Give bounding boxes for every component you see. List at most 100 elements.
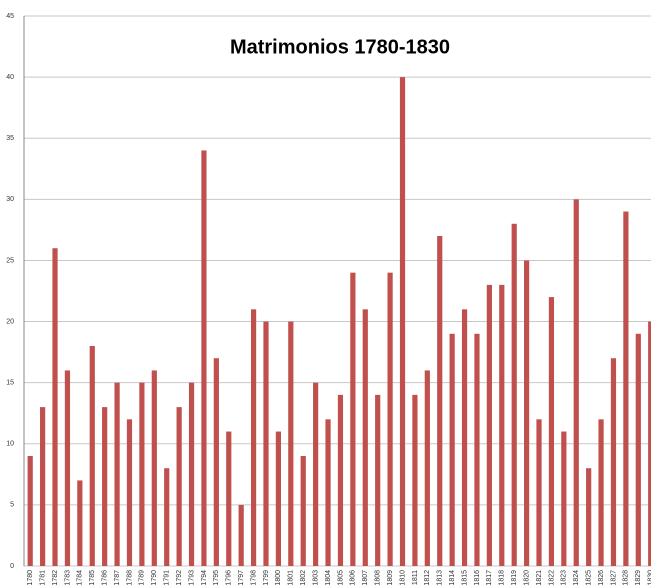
y-tick-label: 45 bbox=[6, 13, 14, 20]
bar bbox=[449, 333, 455, 566]
bar bbox=[250, 309, 257, 566]
x-tick-label: 1787 bbox=[114, 570, 121, 586]
x-tick-label: 1802 bbox=[300, 570, 307, 586]
x-tick-label: 1799 bbox=[263, 570, 270, 586]
x-tick-label: 1826 bbox=[598, 570, 605, 586]
x-tick-label: 1782 bbox=[52, 570, 59, 586]
x-tick-label: 1801 bbox=[288, 570, 295, 586]
bar bbox=[586, 468, 592, 566]
x-tick-label: 1816 bbox=[474, 570, 481, 586]
bar bbox=[399, 77, 406, 566]
y-tick-label: 5 bbox=[10, 502, 14, 509]
bar bbox=[64, 370, 71, 566]
bar bbox=[325, 419, 331, 566]
x-tick-label: 1815 bbox=[461, 570, 468, 586]
x-tick-label: 1800 bbox=[275, 570, 282, 586]
x-tick-label: 1805 bbox=[337, 570, 344, 586]
bar bbox=[77, 480, 83, 566]
x-tick-label: 1810 bbox=[399, 570, 406, 586]
y-tick-label: 0 bbox=[10, 563, 14, 570]
x-tick-label: 1798 bbox=[250, 570, 257, 586]
x-tick-label: 1817 bbox=[486, 570, 493, 586]
x-tick-label: 1788 bbox=[126, 570, 133, 586]
x-tick-label: 1811 bbox=[412, 570, 419, 585]
y-tick-label: 30 bbox=[6, 196, 14, 203]
bar bbox=[648, 321, 651, 566]
x-tick-label: 1829 bbox=[635, 570, 642, 586]
bar bbox=[375, 394, 381, 566]
bar bbox=[461, 309, 468, 566]
bar bbox=[275, 431, 282, 566]
x-tick-label: 1795 bbox=[213, 570, 220, 586]
x-tick-label: 1792 bbox=[176, 570, 183, 586]
x-tick-label: 1794 bbox=[201, 570, 208, 586]
bar bbox=[40, 407, 46, 566]
bar bbox=[27, 456, 33, 566]
bar bbox=[139, 382, 145, 566]
x-tick-label: 1820 bbox=[523, 570, 530, 586]
bar bbox=[164, 468, 170, 566]
x-tick-label: 1786 bbox=[102, 570, 109, 586]
bar bbox=[635, 333, 641, 566]
bar bbox=[548, 297, 555, 566]
x-tick-label: 1784 bbox=[77, 570, 84, 586]
bar bbox=[486, 284, 492, 566]
x-tick-label: 1785 bbox=[89, 570, 96, 586]
bar bbox=[474, 333, 480, 566]
bar bbox=[52, 248, 58, 566]
x-tick-label: 1807 bbox=[362, 570, 369, 586]
bar bbox=[362, 309, 368, 566]
x-tick-label: 1812 bbox=[424, 570, 431, 586]
bar bbox=[511, 223, 517, 566]
bar bbox=[412, 394, 418, 566]
y-tick-label: 10 bbox=[6, 441, 14, 448]
bar bbox=[226, 431, 232, 566]
x-tick-label: 1809 bbox=[387, 570, 394, 586]
x-tick-label: 1793 bbox=[188, 570, 195, 586]
bar bbox=[201, 150, 207, 566]
x-tick-label: 1803 bbox=[312, 570, 319, 586]
x-tick-label: 1825 bbox=[585, 570, 592, 586]
bar bbox=[102, 407, 108, 566]
x-tick-label: 1806 bbox=[350, 570, 357, 586]
chart-title: Matrimonios 1780-1830 bbox=[230, 36, 450, 58]
x-tick-label: 1808 bbox=[375, 570, 382, 586]
x-tick-label: 1791 bbox=[164, 570, 171, 586]
x-tick-label: 1828 bbox=[623, 570, 630, 586]
x-tick-label: 1819 bbox=[511, 570, 518, 586]
y-tick-label: 40 bbox=[6, 74, 14, 81]
bar bbox=[610, 358, 617, 566]
bar bbox=[213, 358, 219, 566]
bar bbox=[114, 382, 120, 566]
bar bbox=[300, 456, 306, 566]
bar bbox=[424, 370, 430, 566]
bar bbox=[598, 419, 604, 566]
bar bbox=[126, 419, 133, 566]
x-tick-label: 1780 bbox=[27, 570, 34, 586]
bar bbox=[176, 407, 182, 566]
y-tick-label: 15 bbox=[6, 380, 14, 387]
x-tick-label: 1821 bbox=[536, 570, 543, 586]
x-tick-label: 1813 bbox=[437, 570, 444, 586]
x-tick-label: 1814 bbox=[449, 570, 456, 586]
bar bbox=[337, 394, 344, 566]
x-tick-label: 1823 bbox=[561, 570, 568, 586]
bar bbox=[313, 382, 319, 566]
x-tick-label: 1789 bbox=[139, 570, 146, 586]
bar bbox=[288, 321, 294, 566]
y-tick-label: 20 bbox=[6, 318, 14, 325]
x-tick-label: 1804 bbox=[325, 570, 332, 586]
y-tick-label: 35 bbox=[6, 135, 14, 142]
bar bbox=[437, 236, 443, 566]
bar bbox=[561, 431, 567, 566]
bar bbox=[89, 346, 95, 566]
x-tick-label: 1796 bbox=[226, 570, 233, 586]
x-tick-label: 1822 bbox=[548, 570, 555, 586]
bar bbox=[263, 321, 269, 566]
bar bbox=[188, 382, 195, 566]
x-tick-label: 1827 bbox=[610, 570, 617, 586]
bar bbox=[350, 272, 356, 566]
bar bbox=[238, 504, 244, 566]
